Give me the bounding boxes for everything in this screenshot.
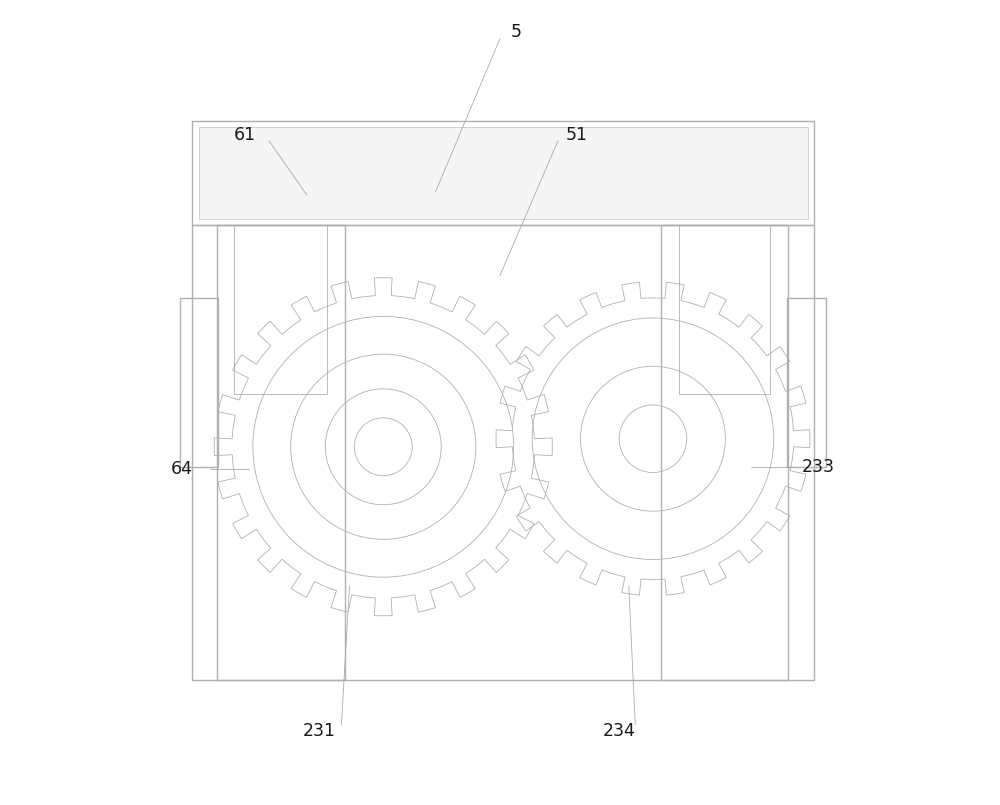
Bar bbox=[192, 121, 814, 225]
Bar bbox=[661, 225, 788, 680]
Text: 5: 5 bbox=[511, 23, 522, 41]
Text: 64: 64 bbox=[171, 460, 193, 477]
Bar bbox=[192, 225, 814, 680]
Text: 61: 61 bbox=[234, 126, 256, 144]
Text: 231: 231 bbox=[302, 722, 335, 740]
Bar bbox=[180, 298, 218, 467]
Bar bbox=[679, 225, 770, 394]
Bar bbox=[234, 225, 327, 394]
Bar bbox=[787, 298, 826, 467]
Bar bbox=[199, 127, 808, 219]
Text: 233: 233 bbox=[801, 458, 834, 476]
Text: 51: 51 bbox=[565, 126, 587, 144]
Bar bbox=[217, 225, 345, 680]
Text: 234: 234 bbox=[603, 722, 636, 740]
